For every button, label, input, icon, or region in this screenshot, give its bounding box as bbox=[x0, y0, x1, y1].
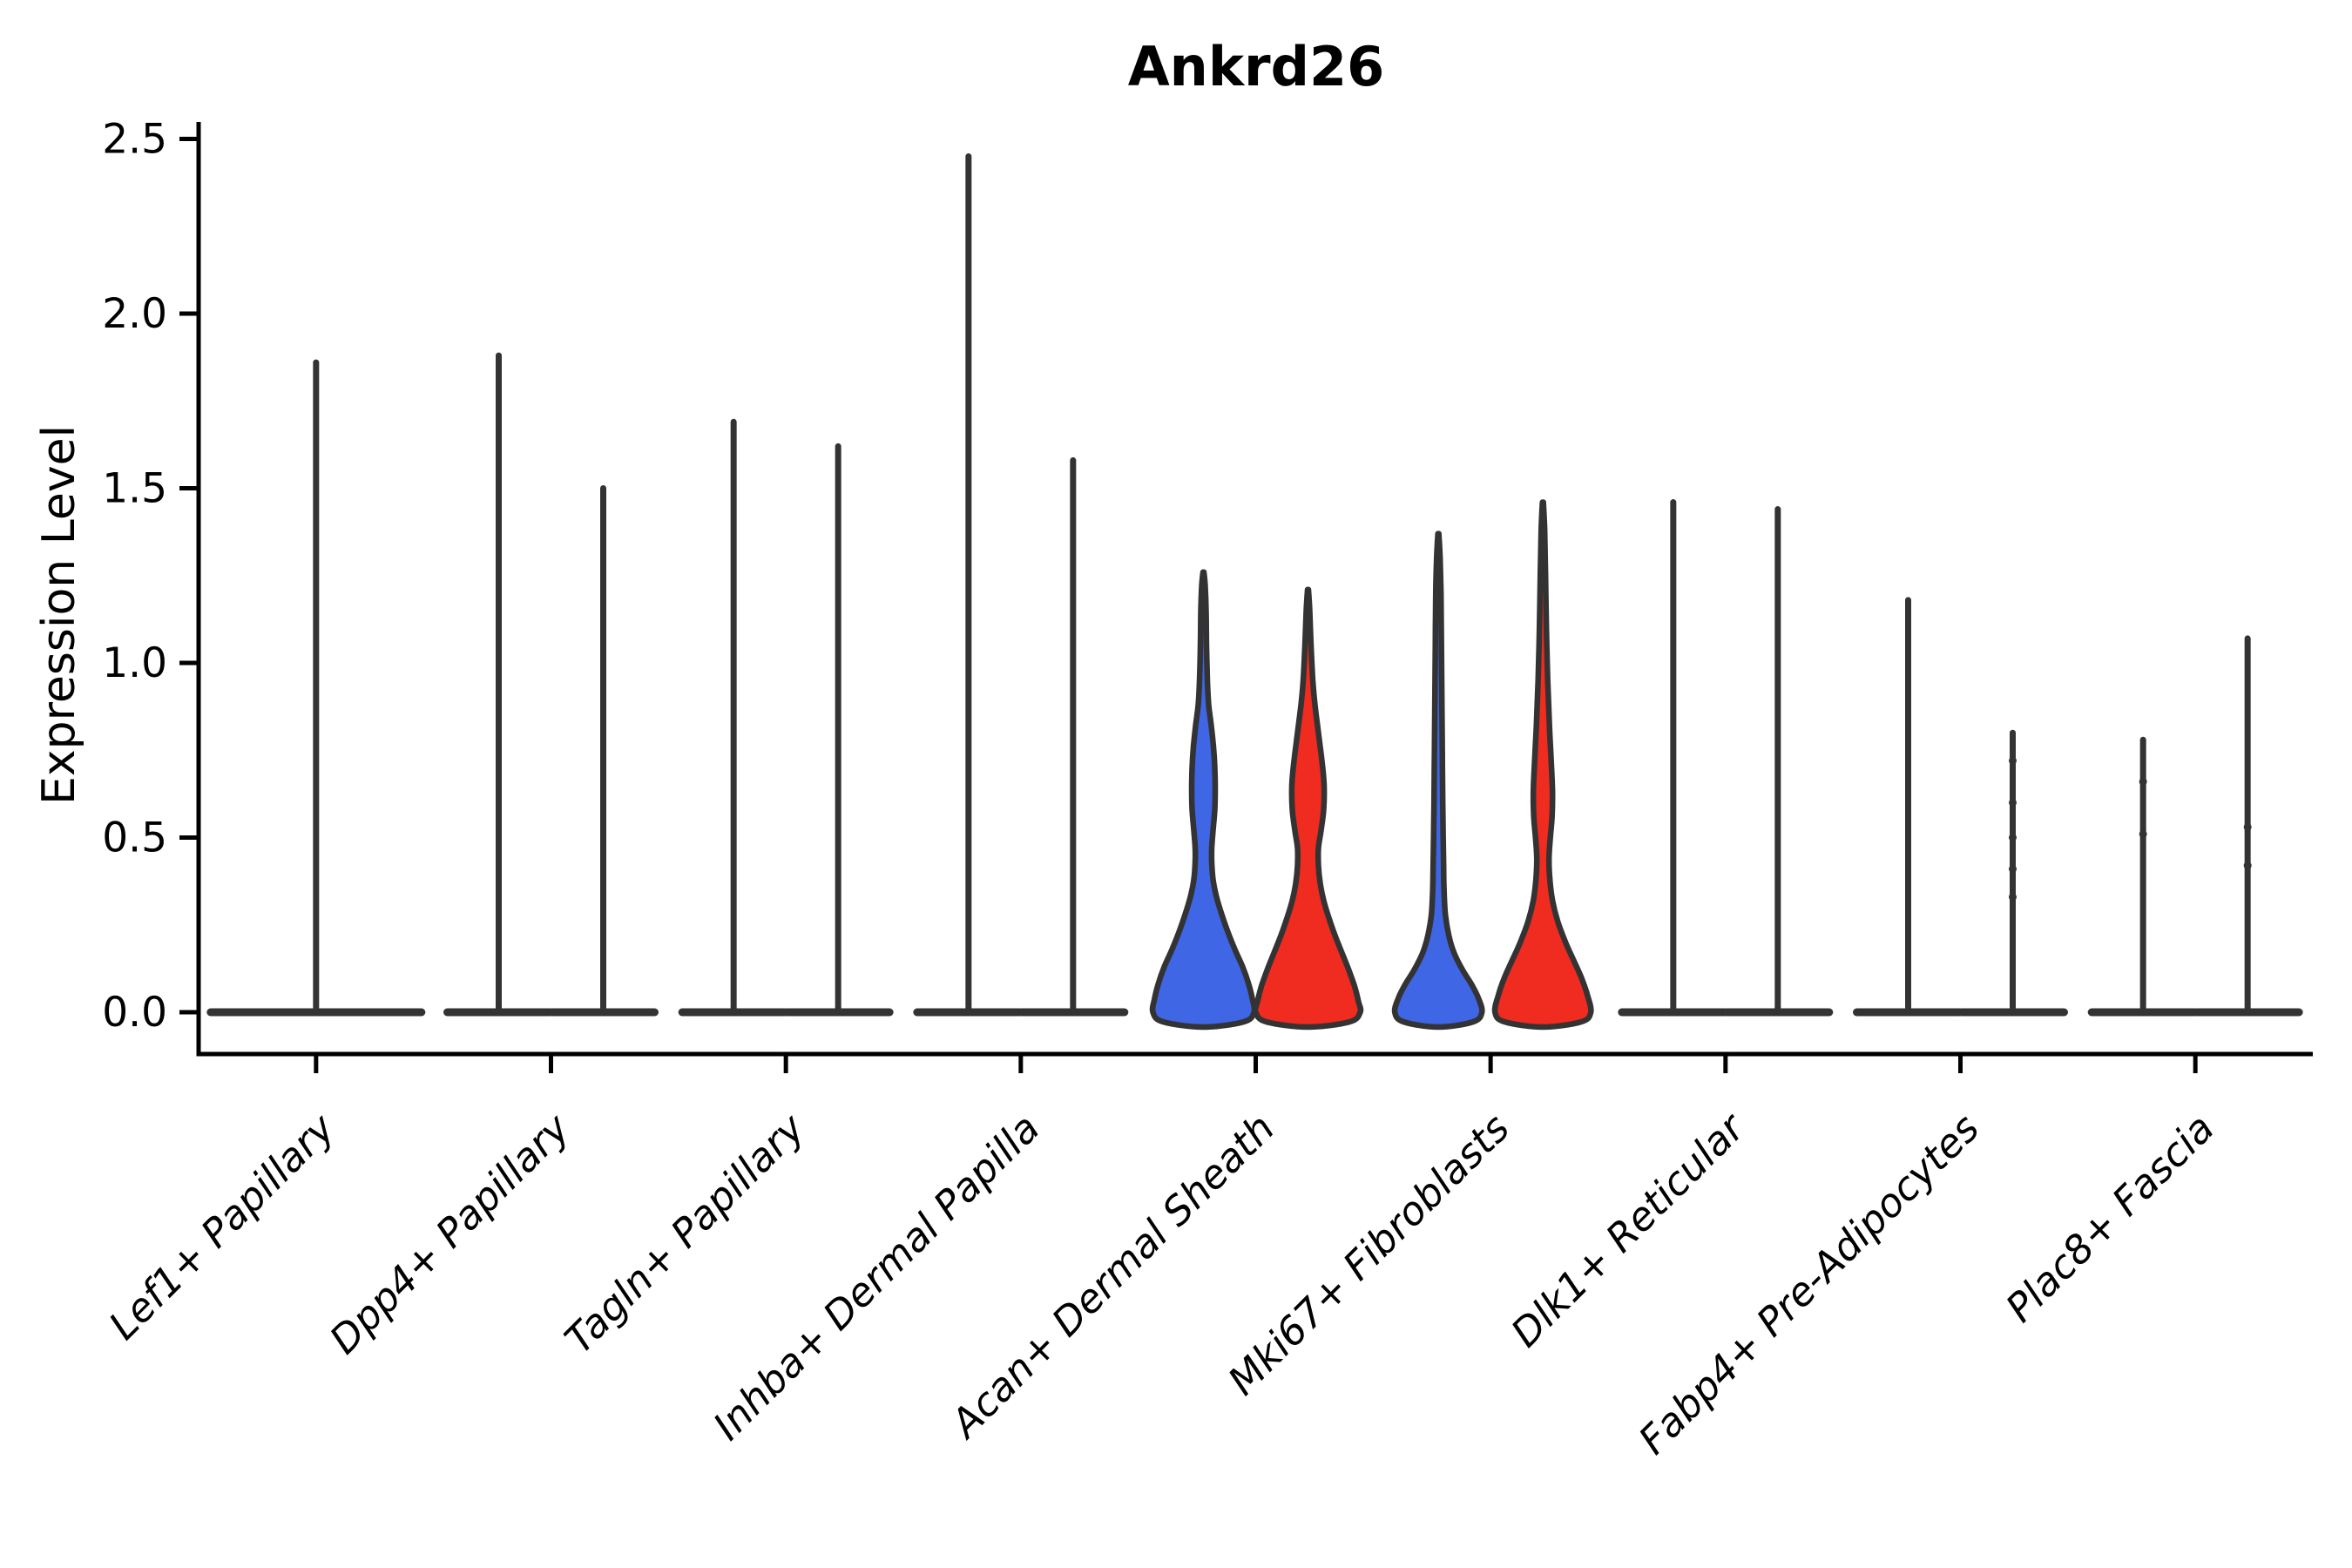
violin-3-right bbox=[782, 443, 894, 1017]
y-axis-ticks: 0.0 0.5 1.0 1.5 2.0 2.5 bbox=[102, 116, 199, 1037]
violin-body-blue bbox=[1391, 531, 1485, 1031]
violin-4-left bbox=[913, 153, 1024, 1017]
expression-point bbox=[2243, 822, 2252, 831]
violin-7-right bbox=[1722, 506, 1834, 1017]
y-tick-label: 0.5 bbox=[102, 814, 167, 862]
violin-5-left bbox=[1149, 569, 1258, 1031]
y-tick-label: 1.5 bbox=[102, 465, 167, 513]
violin-1-center bbox=[206, 359, 426, 1017]
expression-point bbox=[2009, 798, 2017, 807]
expression-point bbox=[2139, 777, 2147, 786]
violin-body-red bbox=[1252, 586, 1364, 1031]
violin-6-left bbox=[1391, 531, 1485, 1031]
y-tick-label: 0.0 bbox=[102, 989, 167, 1037]
violin-6-right bbox=[1491, 499, 1594, 1031]
x-tick-label: Lef1+ Papillary bbox=[100, 1104, 345, 1348]
expression-point bbox=[2009, 834, 2017, 841]
x-tick-label: Dpp4+ Papillary bbox=[321, 1104, 579, 1362]
expression-point bbox=[2009, 893, 2017, 902]
chart-title: Ankrd26 bbox=[1127, 35, 1385, 98]
violins-layer bbox=[206, 153, 2303, 1031]
y-axis-label: Expression Level bbox=[33, 424, 85, 806]
violin-3-left bbox=[678, 418, 789, 1017]
x-tick-label: Dlk1+ Reticular bbox=[1502, 1104, 1754, 1356]
y-tick-label: 1.0 bbox=[102, 639, 167, 687]
violin-2-right bbox=[548, 485, 659, 1017]
x-tick-label: Tagln+ Papillary bbox=[556, 1104, 814, 1362]
violin-8-left bbox=[1853, 597, 1963, 1017]
violin-7-left bbox=[1618, 499, 1729, 1017]
violin-8-right bbox=[1957, 729, 2068, 1017]
expression-point bbox=[2243, 862, 2252, 870]
expression-point bbox=[2009, 756, 2017, 765]
violin-5-right bbox=[1252, 586, 1364, 1031]
expression-point bbox=[2009, 865, 2017, 874]
violin-2-left bbox=[443, 352, 554, 1017]
y-tick-label: 2.5 bbox=[102, 116, 167, 164]
violin-9-right bbox=[2192, 635, 2303, 1017]
violin-9-left bbox=[2087, 736, 2199, 1017]
x-tick-label: Plac8+ Fascia bbox=[1997, 1105, 2223, 1331]
expression-point bbox=[2139, 829, 2147, 838]
violin-4-right bbox=[1017, 456, 1129, 1017]
axes-spines bbox=[196, 122, 2313, 1057]
violin-body-red bbox=[1491, 499, 1594, 1031]
violin-body-blue bbox=[1149, 569, 1258, 1031]
y-tick-label: 2.0 bbox=[102, 290, 167, 338]
